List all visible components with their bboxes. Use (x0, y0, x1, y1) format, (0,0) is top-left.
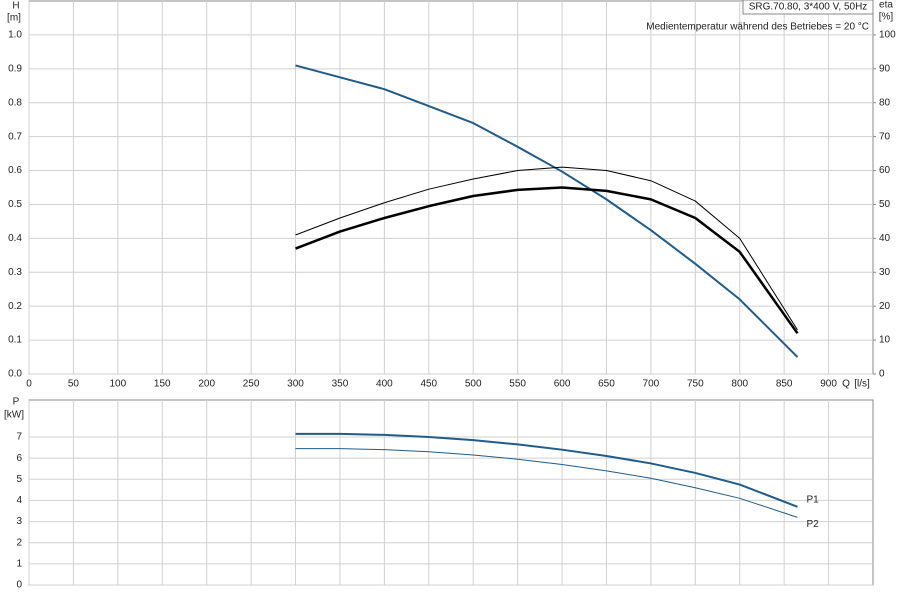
chart-title: SRG.70.80, 3*400 V, 50Hz (749, 2, 868, 13)
curve (295, 166, 798, 331)
series-label: P2 (806, 519, 819, 530)
y-tick-label: 0.6 (8, 165, 22, 176)
y2-axis-label: eta (879, 0, 893, 11)
y-tick-label: 0 (16, 580, 22, 591)
y2-tick-label: 0 (879, 369, 885, 380)
x-tick-label: 100 (109, 379, 126, 390)
curve (295, 64, 799, 358)
y-axis-unit: [kW] (4, 410, 24, 421)
y2-tick-label: 30 (879, 267, 891, 278)
y-axis-label: H (12, 1, 19, 12)
x-tick-label: 250 (243, 379, 260, 390)
curve (295, 432, 798, 508)
x-tick-label: 700 (643, 379, 660, 390)
plot-frame (28, 399, 874, 586)
series-label: P1 (806, 494, 819, 505)
x-tick-label: 400 (376, 379, 393, 390)
x-tick-label: 800 (731, 379, 748, 390)
y-tick-label: 1 (16, 558, 22, 569)
x-tick-label: 750 (687, 379, 704, 390)
y-tick-label: 6 (16, 453, 22, 464)
y-tick-label: 0.1 (8, 335, 22, 346)
y-tick-label: 5 (16, 474, 22, 485)
x-tick-label: 900 (820, 379, 837, 390)
y2-tick-label: 40 (879, 233, 891, 244)
y2-tick-label: 60 (879, 165, 891, 176)
x-tick-label: 450 (420, 379, 437, 390)
y2-tick-label: 20 (879, 301, 891, 312)
x-tick-label: 300 (287, 379, 304, 390)
plot-frame (28, 0, 874, 375)
y-tick-label: 0.0 (8, 369, 22, 380)
x-tick-label: 50 (68, 379, 80, 390)
y2-axis-unit: [%] (879, 12, 894, 23)
y2-tick-label: 70 (879, 131, 891, 142)
y2-tick-label: 90 (879, 63, 891, 74)
annotation: Medientemperatur während des Betriebes =… (646, 22, 869, 33)
y2-tick-label: 50 (879, 199, 891, 210)
x-axis-unit: [l/s] (854, 379, 870, 390)
title-box (742, 0, 874, 15)
y-tick-label: 2 (16, 537, 22, 548)
x-tick-label: 500 (465, 379, 482, 390)
y-tick-label: 0.9 (8, 63, 22, 74)
y-axis-label: P (13, 397, 20, 408)
y2-tick-label: 100 (879, 30, 896, 41)
y2-tick-label: 80 (879, 97, 891, 108)
y-tick-label: 1.0 (8, 30, 22, 41)
y-axis-unit: [m] (7, 13, 21, 24)
x-tick-label: 550 (509, 379, 526, 390)
x-axis-label: Q (842, 379, 850, 390)
y-tick-label: 0.8 (8, 97, 22, 108)
x-tick-label: 850 (776, 379, 793, 390)
x-tick-label: 350 (332, 379, 349, 390)
x-tick-label: 150 (154, 379, 171, 390)
y-tick-label: 0.4 (8, 233, 22, 244)
y-tick-label: 0.7 (8, 131, 22, 142)
x-tick-label: 600 (554, 379, 571, 390)
y-tick-label: 4 (16, 495, 22, 506)
curve (295, 186, 799, 335)
x-tick-label: 200 (198, 379, 215, 390)
y-tick-label: 7 (16, 432, 22, 443)
y-tick-label: 3 (16, 516, 22, 527)
x-tick-label: 650 (598, 379, 615, 390)
y2-tick-label: 10 (879, 335, 891, 346)
y-tick-label: 0.5 (8, 199, 22, 210)
y-tick-label: 0.2 (8, 301, 22, 312)
x-tick-label: 0 (26, 379, 32, 390)
curve (295, 448, 798, 518)
y-tick-label: 0.3 (8, 267, 22, 278)
